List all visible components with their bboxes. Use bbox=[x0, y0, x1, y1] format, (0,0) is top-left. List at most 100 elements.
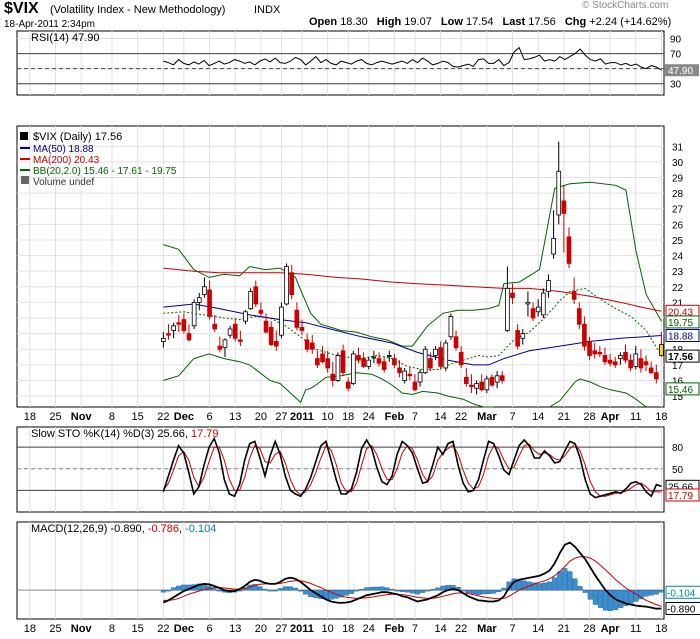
x-axis-label: 22 bbox=[157, 411, 169, 423]
candle bbox=[191, 302, 197, 327]
bb-lower-line bbox=[163, 353, 494, 408]
price-panel-frame bbox=[16, 125, 665, 408]
candle bbox=[633, 353, 639, 367]
symbol: $VIX bbox=[4, 0, 39, 17]
candle bbox=[561, 200, 567, 214]
candle bbox=[238, 339, 243, 342]
price-tick-label: 28 bbox=[672, 189, 684, 200]
x-axis-label: 10 bbox=[322, 623, 334, 635]
macd-histogram-bar bbox=[653, 589, 659, 595]
rsi-legend: RSI(14) 47.90 bbox=[31, 32, 99, 44]
chg-label: Chg bbox=[564, 16, 587, 28]
x-axis-label: 7 bbox=[509, 411, 515, 423]
low-label: Low bbox=[440, 16, 463, 28]
x-axis-label: 22 bbox=[455, 411, 467, 423]
candle bbox=[638, 358, 644, 369]
candle bbox=[325, 358, 330, 369]
candle bbox=[253, 286, 259, 305]
price-value-marker bbox=[665, 349, 700, 363]
x-axis-label: Feb bbox=[385, 411, 405, 423]
x-axis-label: 24 bbox=[363, 623, 375, 635]
x-axis-label: Apr bbox=[601, 623, 621, 635]
volume-legend-swatch bbox=[21, 176, 29, 184]
price-tick-label: 16 bbox=[672, 376, 684, 387]
candle bbox=[299, 326, 305, 331]
candle bbox=[376, 358, 382, 364]
macd-histogram-bar bbox=[501, 587, 507, 591]
macd-histogram-bar bbox=[648, 589, 654, 596]
x-axis-label: 13 bbox=[229, 623, 241, 635]
chg-value: +2.24 (+14.62%) bbox=[589, 16, 672, 28]
macd-histogram-bar bbox=[465, 589, 471, 593]
rsi-panel-frame bbox=[16, 30, 665, 96]
candle bbox=[345, 381, 351, 389]
price-value-label: 20.43 bbox=[668, 307, 693, 318]
high-value: 19.07 bbox=[404, 16, 432, 28]
candle bbox=[217, 345, 223, 350]
x-axis-label: Feb bbox=[385, 623, 405, 635]
rsi-line bbox=[163, 46, 662, 71]
price-tick-label: 25 bbox=[672, 236, 684, 247]
x-axis-label: 7 bbox=[412, 623, 418, 635]
macd-histogram-bar bbox=[277, 588, 283, 591]
stoch-k-value: 25.66 bbox=[668, 482, 693, 493]
candle bbox=[412, 381, 418, 391]
candle bbox=[541, 292, 546, 316]
price-value-marker bbox=[665, 329, 700, 343]
candle bbox=[515, 330, 520, 347]
macd-histogram-bar bbox=[608, 589, 614, 611]
stoch-tick-label: 80 bbox=[672, 443, 684, 454]
candle bbox=[494, 375, 500, 383]
x-axis-label: 20 bbox=[255, 623, 267, 635]
price-value-label: 17.56 bbox=[668, 352, 693, 363]
exchange: INDX bbox=[254, 4, 281, 16]
macd-histogram-bar bbox=[165, 589, 171, 592]
macd-histogram-bar bbox=[262, 588, 268, 591]
x-axis-label: 14 bbox=[532, 411, 544, 423]
rsi-value-marker bbox=[665, 64, 699, 77]
macd-histogram-bar bbox=[252, 584, 258, 591]
macd-histogram-bar bbox=[353, 589, 359, 592]
price-legend-ma200: MA(200) 20.43 bbox=[33, 155, 100, 166]
candle bbox=[263, 320, 269, 333]
candle bbox=[433, 348, 438, 356]
x-axis-label: 21 bbox=[558, 411, 570, 423]
candle bbox=[361, 358, 366, 367]
stoch-legend-d: 17.79 bbox=[191, 428, 219, 440]
x-axis-label: 14 bbox=[532, 623, 544, 635]
rsi-tick-label: 30 bbox=[670, 80, 682, 91]
rsi-panel: 9070503047.90 bbox=[16, 30, 699, 96]
candle bbox=[535, 306, 541, 313]
macd-histogram-bar bbox=[343, 589, 349, 596]
datetime: 18-Apr-2011 2:34pm bbox=[4, 19, 95, 30]
candle bbox=[643, 361, 649, 366]
x-axis-label: 18 bbox=[655, 623, 667, 635]
x-axis-label: 7 bbox=[509, 623, 515, 635]
macd-histogram-bar bbox=[658, 589, 664, 593]
candle bbox=[320, 353, 325, 363]
candle bbox=[340, 350, 346, 374]
candle bbox=[422, 348, 428, 374]
macd-histogram-bar bbox=[394, 589, 400, 592]
candle bbox=[366, 359, 372, 367]
price-tick-label: 27 bbox=[672, 205, 684, 216]
stoch-legend: Slow STO %K(14) %D(3) 25.66, 17.79 bbox=[31, 428, 219, 440]
macd-histogram-bar bbox=[348, 589, 354, 594]
candle bbox=[397, 367, 402, 374]
macd-histogram-bar bbox=[633, 589, 639, 602]
candle bbox=[505, 287, 510, 331]
candle bbox=[294, 309, 300, 328]
macd-histogram-bar bbox=[425, 589, 431, 592]
x-axis-label: 15 bbox=[132, 623, 144, 635]
x-axis-label: Mar bbox=[477, 411, 497, 423]
macd-histogram-bar bbox=[587, 589, 593, 600]
candle bbox=[556, 170, 562, 216]
macd-histogram-bar bbox=[521, 580, 527, 591]
macd-histogram-bar bbox=[567, 571, 573, 591]
macd-histogram-bar bbox=[160, 589, 166, 593]
candle bbox=[592, 350, 598, 355]
macd-histogram-bar bbox=[470, 589, 476, 595]
macd-panel: -0.104 -0.890 bbox=[16, 521, 700, 620]
brand: © StockCharts.com bbox=[582, 0, 669, 11]
candle bbox=[212, 323, 218, 330]
